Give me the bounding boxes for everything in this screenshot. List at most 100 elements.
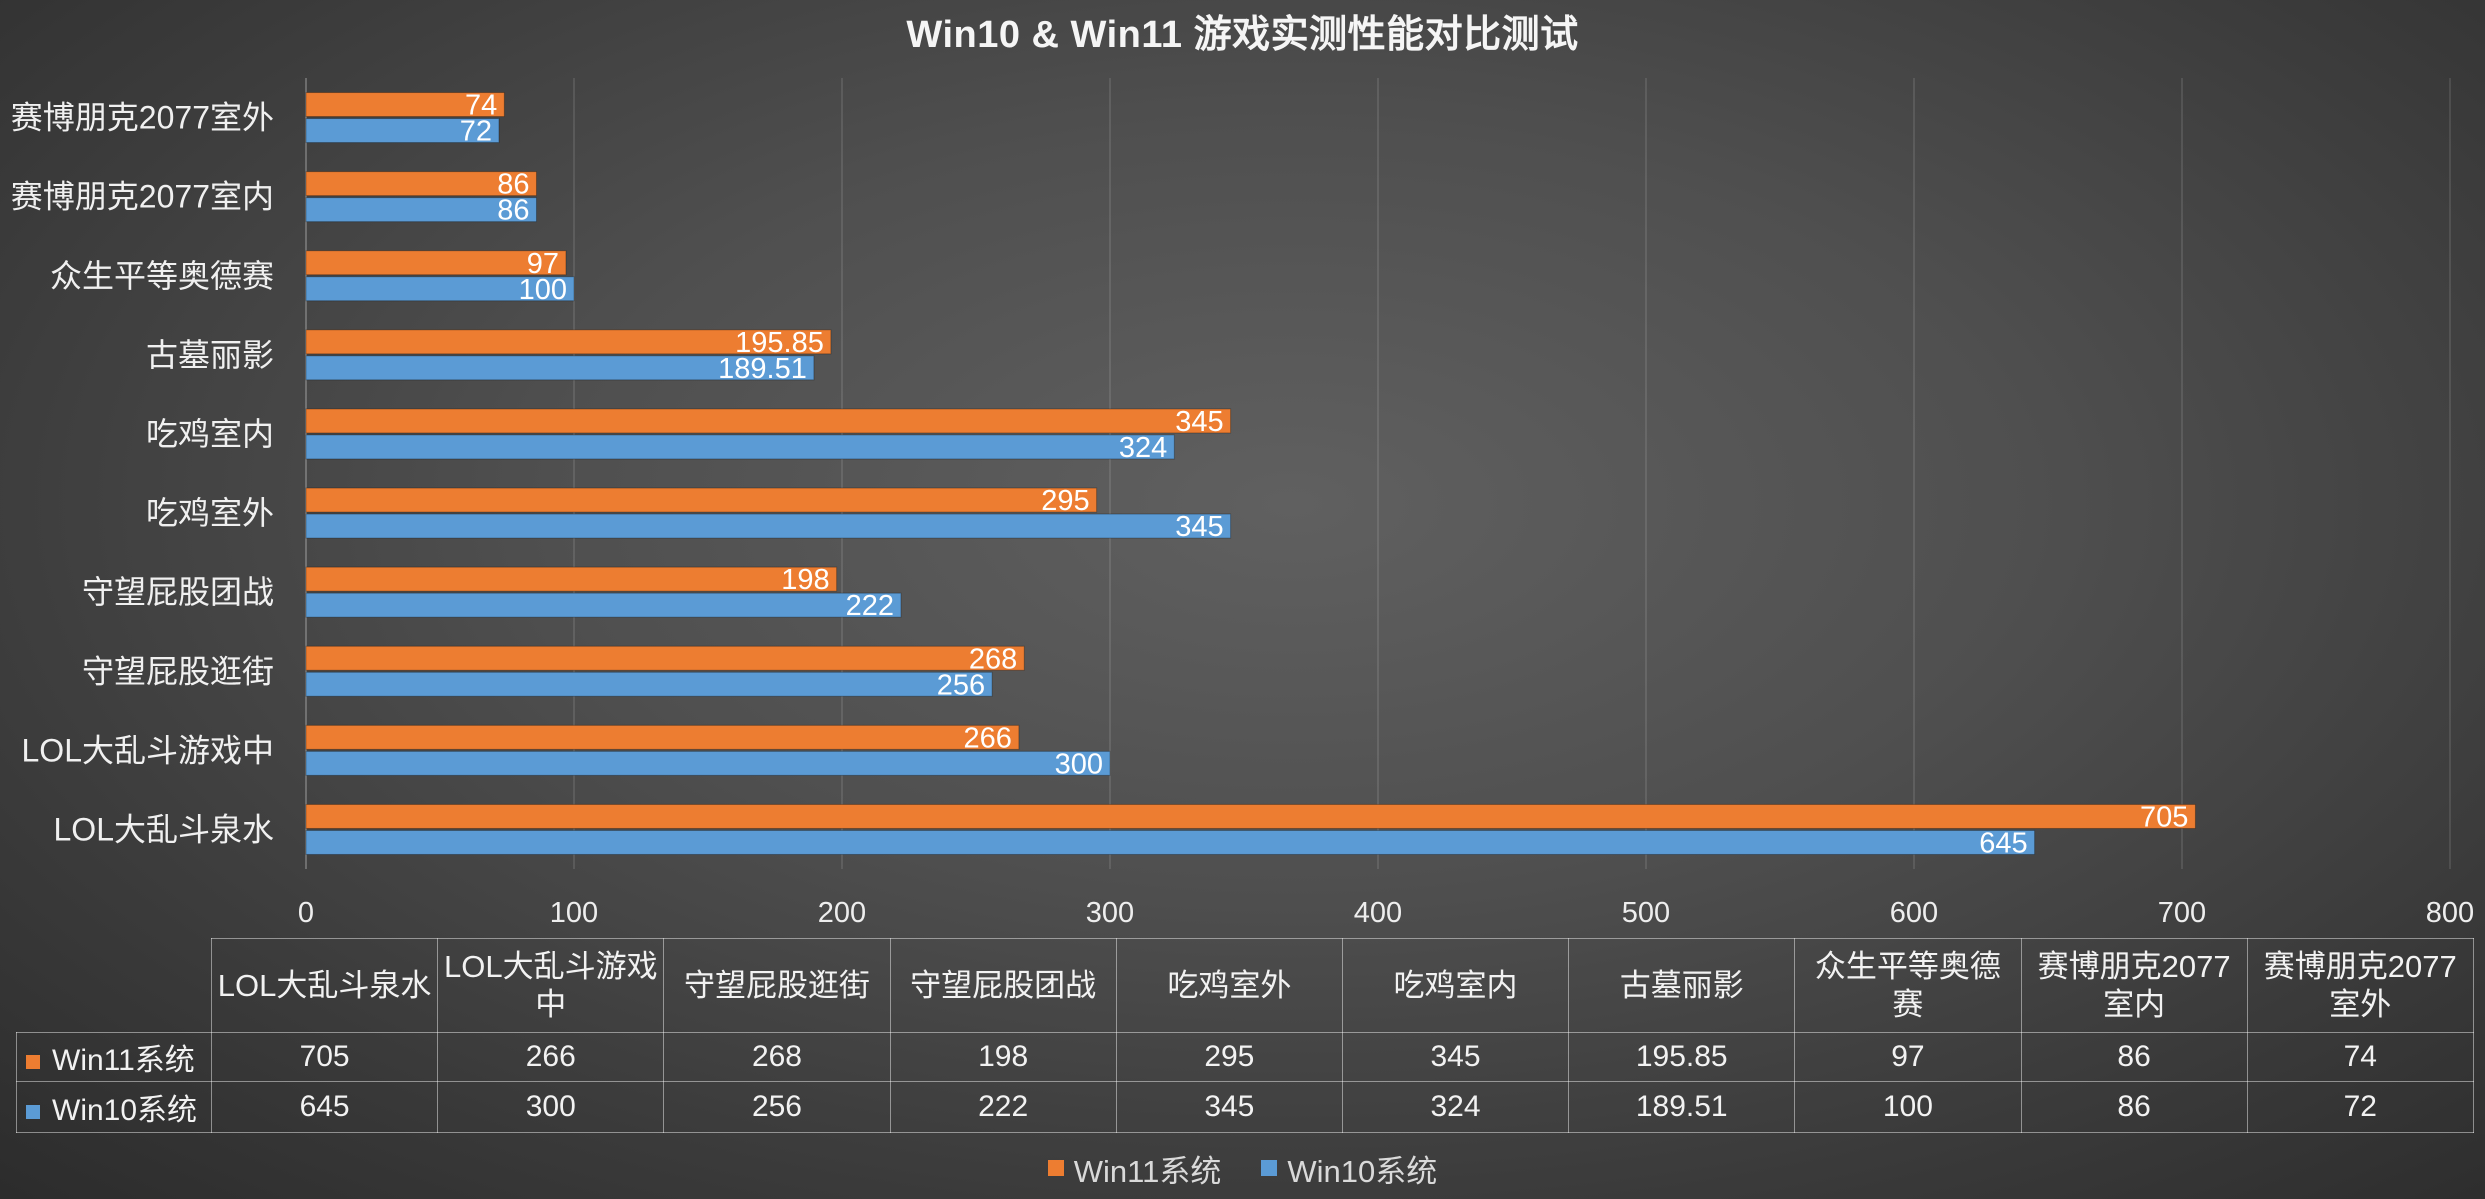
bar-win10-0 bbox=[305, 829, 2036, 855]
bar-win11-6 bbox=[305, 329, 832, 355]
data-label-win11-7: 97 bbox=[527, 248, 559, 280]
data-label-win11-9: 74 bbox=[465, 90, 497, 122]
bar-win11-8 bbox=[305, 171, 537, 197]
data-label-win11-1: 266 bbox=[963, 722, 1011, 754]
table-column-header-3: 守望屁股团战 bbox=[889, 938, 1117, 1033]
category-label-7: 众生平等奥德赛 bbox=[50, 258, 274, 294]
data-labels: 705645266300268256198222295345345324195.… bbox=[460, 90, 2189, 860]
bar-win10-2 bbox=[305, 671, 993, 697]
data-label-win11-4: 295 bbox=[1041, 485, 1089, 517]
category-label-2: 守望屁股逛街 bbox=[82, 653, 274, 689]
x-tick-label-800: 800 bbox=[2426, 897, 2474, 929]
bars bbox=[305, 92, 2196, 855]
table-column-header-5: 吃鸡室内 bbox=[1341, 938, 1570, 1033]
table-cell-win10-8: 86 bbox=[2020, 1081, 2248, 1133]
category-label-8: 赛博朋克2077室内 bbox=[11, 179, 274, 215]
category-label-1: LOL大乱斗游戏中 bbox=[22, 732, 275, 768]
bar-chart: 705645266300268256198222295345345324195.… bbox=[10, 78, 2475, 929]
table-row-win11: Win11系统 705 266 268 198 295 345 195.85 97 86 74 bbox=[16, 1032, 2474, 1082]
x-tick-label-400: 400 bbox=[1354, 897, 1402, 929]
bar-win10-3 bbox=[305, 592, 902, 618]
data-label-win10-7: 100 bbox=[519, 274, 567, 306]
data-label-win11-0: 705 bbox=[2140, 801, 2188, 833]
table-cell-win11-1: 266 bbox=[437, 1032, 665, 1082]
table-cell-win11-3: 198 bbox=[889, 1032, 1117, 1082]
data-label-win10-4: 345 bbox=[1175, 511, 1223, 543]
data-label-win10-8: 86 bbox=[497, 195, 529, 227]
table-header-row: LOL大乱斗泉水 LOL大乱斗游戏 中守望屁股逛街 守望屁股团战 吃鸡室外 吃鸡室内 古墓… bbox=[17, 938, 2474, 1033]
bar-win10-5 bbox=[305, 434, 1175, 460]
data-label-win11-6: 195.85 bbox=[735, 327, 824, 359]
legend: Win11系统 Win10系统 bbox=[0, 1146, 2485, 1191]
bar-win10-7 bbox=[305, 276, 575, 302]
bar-win10-6 bbox=[305, 355, 815, 381]
table-row-label-text: Win10系统 bbox=[52, 1094, 198, 1127]
x-tick-label-600: 600 bbox=[1890, 897, 1938, 929]
table-cell-win10-7: 100 bbox=[1794, 1081, 2022, 1133]
x-tick-label-0: 0 bbox=[298, 897, 314, 929]
table-column-header-1: LOL大乱斗游戏 中 bbox=[437, 938, 665, 1033]
data-label-win11-3: 198 bbox=[781, 564, 829, 596]
table-column-header-2: 守望屁股逛街 bbox=[663, 938, 891, 1033]
category-label-5: 吃鸡室内 bbox=[146, 416, 274, 452]
data-label-win10-9: 72 bbox=[460, 116, 492, 148]
table-corner bbox=[17, 939, 212, 1033]
table-cell-win11-2: 268 bbox=[663, 1032, 891, 1082]
data-label-win10-0: 645 bbox=[1979, 827, 2027, 859]
bar-win11-7 bbox=[305, 250, 567, 276]
bar-win11-5 bbox=[305, 408, 1232, 434]
table-cell-win10-6: 189.51 bbox=[1568, 1081, 1796, 1133]
table-row-label: Win11系统 bbox=[16, 1032, 212, 1082]
table-column-header-0: LOL大乱斗泉水 bbox=[210, 938, 439, 1033]
table-cell-win10-1: 300 bbox=[437, 1081, 665, 1133]
bar-win11-1 bbox=[305, 724, 1020, 750]
bar-win11-4 bbox=[305, 487, 1098, 513]
legend-item-win10: Win10系统 bbox=[1261, 1146, 1437, 1191]
bar-win11-2 bbox=[305, 645, 1025, 671]
gridlines bbox=[305, 78, 2451, 869]
table-column-header-9: 赛博朋克2077 室外 bbox=[2246, 938, 2474, 1033]
category-label-6: 古墓丽影 bbox=[146, 337, 274, 373]
category-label-3: 守望屁股团战 bbox=[82, 574, 274, 610]
x-tick-label-500: 500 bbox=[1622, 897, 1670, 929]
x-tick-label-100: 100 bbox=[550, 897, 598, 929]
table-body: Win11系统 705 266 268 198 295 345 195.85 97 86 74 Win… bbox=[16, 1032, 2474, 1133]
legend-item-win11: Win11系统 bbox=[1047, 1146, 1222, 1191]
data-label-win11-5: 345 bbox=[1175, 406, 1223, 438]
table-cell-win10-5: 324 bbox=[1341, 1081, 1570, 1133]
legend-label-win11: Win11系统 bbox=[1073, 1153, 1222, 1189]
table-row-win10: Win10系统 645 300 256 222 345 324 189.51 100 86 72 bbox=[16, 1081, 2474, 1133]
table-cell-win10-4: 345 bbox=[1115, 1081, 1343, 1133]
table-row-label-text: Win11系统 bbox=[52, 1044, 195, 1077]
table-column-header-7: 众生平等奥德 赛 bbox=[1794, 938, 2022, 1033]
data-label-win10-6: 189.51 bbox=[718, 353, 807, 385]
legend-key-win11-icon bbox=[26, 1055, 40, 1070]
table-cell-win10-3: 222 bbox=[889, 1081, 1117, 1133]
bar-win10-1 bbox=[305, 750, 1111, 776]
table-column-header-4: 吃鸡室外 bbox=[1115, 938, 1343, 1033]
table-cell-win10-9: 72 bbox=[2246, 1081, 2474, 1133]
table-cell-win11-5: 345 bbox=[1341, 1032, 1570, 1082]
bar-win10-9 bbox=[305, 118, 500, 144]
table-column-header-6: 古墓丽影 bbox=[1568, 938, 1796, 1033]
table-cell-win11-7: 97 bbox=[1794, 1032, 2022, 1082]
bar-win11-3 bbox=[305, 566, 838, 592]
bar-win11-9 bbox=[305, 92, 505, 118]
x-tick-label-200: 200 bbox=[818, 897, 866, 929]
data-label-win11-2: 268 bbox=[969, 643, 1017, 675]
category-label-4: 吃鸡室外 bbox=[146, 495, 274, 531]
bar-win11-0 bbox=[305, 803, 2196, 829]
category-label-0: LOL大乱斗泉水 bbox=[54, 811, 275, 847]
legend-label-win10: Win10系统 bbox=[1287, 1153, 1438, 1189]
table-cell-win11-8: 86 bbox=[2020, 1032, 2248, 1082]
bar-win10-4 bbox=[305, 513, 1232, 539]
data-label-win10-2: 256 bbox=[937, 669, 985, 701]
table-cell-win11-6: 195.85 bbox=[1568, 1032, 1796, 1082]
bar-win10-8 bbox=[305, 197, 537, 223]
legend-key-win10-icon bbox=[26, 1105, 40, 1120]
table-cell-win11-9: 74 bbox=[2246, 1032, 2474, 1082]
data-label-win11-8: 86 bbox=[497, 169, 529, 201]
data-label-win10-3: 222 bbox=[846, 590, 894, 622]
table-row-label: Win10系统 bbox=[16, 1081, 212, 1133]
